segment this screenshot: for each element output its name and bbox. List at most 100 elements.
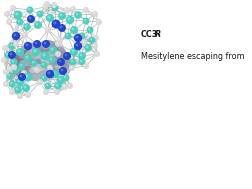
Circle shape bbox=[93, 12, 95, 14]
Ellipse shape bbox=[15, 50, 35, 66]
Circle shape bbox=[43, 89, 49, 95]
Circle shape bbox=[14, 68, 16, 70]
Circle shape bbox=[22, 32, 28, 38]
Circle shape bbox=[84, 44, 92, 52]
Ellipse shape bbox=[48, 50, 57, 56]
Circle shape bbox=[49, 46, 57, 54]
Circle shape bbox=[35, 42, 37, 44]
Circle shape bbox=[26, 56, 28, 58]
Circle shape bbox=[86, 46, 88, 48]
Circle shape bbox=[82, 18, 89, 25]
Circle shape bbox=[28, 8, 30, 10]
Circle shape bbox=[34, 67, 40, 73]
Text: Mesitylene escaping from: Mesitylene escaping from bbox=[141, 52, 245, 61]
Circle shape bbox=[70, 26, 78, 34]
Circle shape bbox=[64, 76, 66, 78]
Circle shape bbox=[46, 70, 54, 78]
Circle shape bbox=[48, 66, 50, 68]
Circle shape bbox=[82, 40, 84, 42]
Circle shape bbox=[23, 23, 31, 31]
Circle shape bbox=[55, 51, 61, 57]
Circle shape bbox=[20, 75, 22, 77]
Circle shape bbox=[53, 21, 56, 24]
Circle shape bbox=[44, 90, 46, 92]
Circle shape bbox=[3, 69, 9, 75]
Circle shape bbox=[34, 50, 37, 52]
Circle shape bbox=[52, 71, 55, 74]
Circle shape bbox=[17, 80, 20, 82]
Circle shape bbox=[4, 11, 10, 17]
Circle shape bbox=[13, 33, 16, 36]
Circle shape bbox=[93, 35, 99, 41]
Circle shape bbox=[60, 26, 62, 28]
Circle shape bbox=[16, 78, 24, 86]
Circle shape bbox=[46, 28, 48, 30]
Circle shape bbox=[65, 54, 67, 56]
Circle shape bbox=[51, 70, 59, 78]
Circle shape bbox=[26, 93, 28, 95]
Circle shape bbox=[62, 84, 68, 90]
Circle shape bbox=[2, 45, 8, 51]
Circle shape bbox=[81, 39, 87, 45]
Circle shape bbox=[12, 60, 14, 62]
Circle shape bbox=[72, 28, 74, 30]
Circle shape bbox=[74, 34, 82, 42]
Circle shape bbox=[84, 19, 86, 21]
Circle shape bbox=[93, 44, 95, 46]
Ellipse shape bbox=[14, 54, 42, 76]
Circle shape bbox=[57, 37, 63, 43]
Circle shape bbox=[84, 64, 86, 66]
Circle shape bbox=[70, 6, 76, 12]
Circle shape bbox=[34, 21, 42, 29]
Circle shape bbox=[45, 83, 51, 90]
Circle shape bbox=[25, 43, 28, 46]
Circle shape bbox=[80, 34, 82, 36]
Ellipse shape bbox=[43, 45, 67, 65]
Circle shape bbox=[32, 61, 34, 63]
Circle shape bbox=[47, 71, 50, 74]
Circle shape bbox=[22, 71, 24, 73]
Circle shape bbox=[11, 64, 17, 70]
Circle shape bbox=[57, 58, 65, 66]
Ellipse shape bbox=[41, 55, 56, 63]
Circle shape bbox=[21, 70, 27, 76]
Circle shape bbox=[58, 24, 66, 32]
Circle shape bbox=[41, 61, 47, 68]
Circle shape bbox=[94, 51, 100, 57]
Circle shape bbox=[60, 69, 64, 71]
Circle shape bbox=[10, 90, 12, 92]
Circle shape bbox=[8, 42, 16, 50]
Circle shape bbox=[16, 88, 18, 90]
Circle shape bbox=[63, 85, 65, 87]
Circle shape bbox=[18, 73, 26, 81]
Circle shape bbox=[25, 25, 27, 27]
Circle shape bbox=[11, 6, 13, 8]
Circle shape bbox=[18, 63, 25, 70]
Circle shape bbox=[5, 12, 7, 14]
Ellipse shape bbox=[26, 58, 58, 82]
Circle shape bbox=[7, 66, 13, 72]
Ellipse shape bbox=[28, 67, 37, 73]
Circle shape bbox=[8, 74, 10, 76]
Circle shape bbox=[52, 3, 54, 5]
Circle shape bbox=[57, 76, 65, 84]
Circle shape bbox=[63, 52, 71, 60]
Circle shape bbox=[47, 65, 53, 71]
Circle shape bbox=[2, 58, 4, 60]
Circle shape bbox=[79, 59, 85, 66]
Ellipse shape bbox=[17, 67, 24, 71]
Circle shape bbox=[66, 16, 74, 24]
Circle shape bbox=[74, 42, 82, 50]
Circle shape bbox=[51, 5, 58, 12]
Circle shape bbox=[71, 60, 73, 62]
Circle shape bbox=[12, 29, 18, 35]
Circle shape bbox=[95, 52, 97, 54]
Circle shape bbox=[14, 42, 16, 44]
Ellipse shape bbox=[25, 50, 42, 60]
Circle shape bbox=[80, 60, 82, 62]
Circle shape bbox=[38, 80, 40, 82]
Circle shape bbox=[23, 33, 25, 35]
Circle shape bbox=[76, 13, 78, 15]
Circle shape bbox=[42, 4, 48, 10]
Circle shape bbox=[53, 6, 55, 8]
